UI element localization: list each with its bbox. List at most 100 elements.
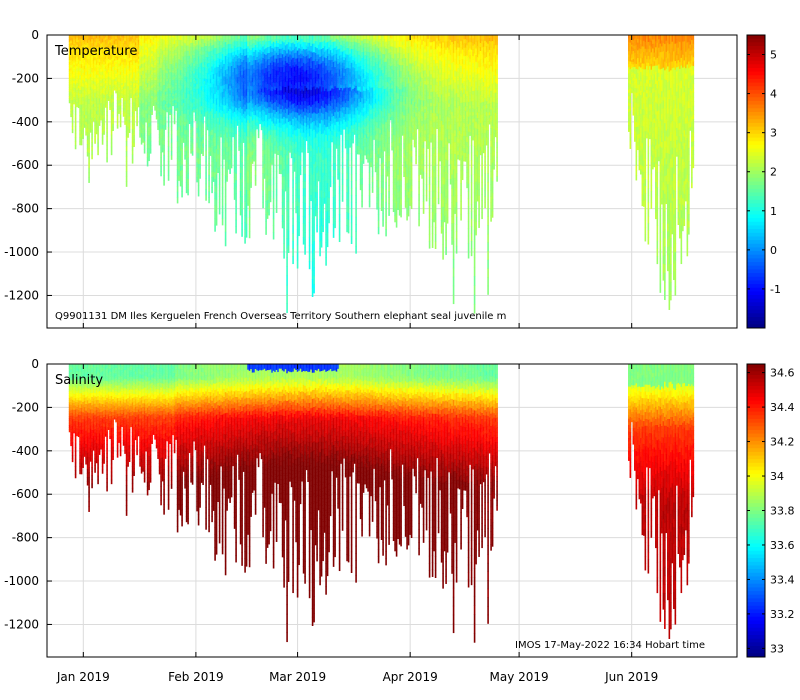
temperature-profile-cell xyxy=(201,47,203,51)
temperature-profile-cell xyxy=(226,118,228,123)
temperature-profile-cell xyxy=(135,68,137,71)
temperature-profile-cell xyxy=(145,90,147,93)
temperature-profile-cell xyxy=(202,59,204,63)
temperature-profile-cell xyxy=(237,83,239,86)
temperature-profile-cell xyxy=(184,39,186,44)
temperature-profile-cell xyxy=(207,38,209,42)
temperature-profile-cell xyxy=(174,62,176,65)
temperature-profile-cell xyxy=(162,109,164,113)
temperature-profile-cell xyxy=(87,87,89,91)
temperature-profile-cell xyxy=(235,147,237,154)
temperature-profile-cell xyxy=(91,122,93,127)
temperature-profile-cell xyxy=(213,123,215,128)
temperature-profile-cell xyxy=(174,79,176,82)
temperature-profile-cell xyxy=(118,61,120,64)
temperature-profile-cell xyxy=(201,82,203,86)
temperature-profile-cell xyxy=(192,63,194,67)
temperature-profile-cell xyxy=(97,71,99,75)
temperature-profile-cell xyxy=(196,138,198,143)
temperature-profile-cell xyxy=(112,64,114,68)
temperature-profile-cell xyxy=(81,39,83,43)
temperature-profile-cell xyxy=(141,60,143,64)
temperature-profile-cell xyxy=(199,54,201,59)
temperature-profile-cell xyxy=(220,55,222,59)
temperature-profile-cell xyxy=(186,130,188,136)
temperature-profile-cell xyxy=(153,54,155,57)
temperature-profile-cell xyxy=(165,73,167,77)
temperature-profile-cell xyxy=(142,85,144,89)
temperature-profile-cell xyxy=(168,40,170,45)
temperature-profile-cell xyxy=(141,108,143,112)
temperature-profile-cell xyxy=(214,218,216,225)
temperature-profile-cell xyxy=(202,91,204,95)
temperature-profile-cell xyxy=(207,44,209,48)
temperature-profile-cell xyxy=(181,78,183,84)
temperature-profile-cell xyxy=(198,56,200,62)
temperature-profile-cell xyxy=(144,114,146,118)
temperature-profile-cell xyxy=(184,114,186,119)
temperature-profile-cell xyxy=(153,49,155,52)
temperature-profile-cell xyxy=(205,57,207,63)
temperature-profile-cell xyxy=(187,120,189,126)
temperature-profile-cell xyxy=(100,69,102,72)
temperature-profile-cell xyxy=(117,88,119,92)
temperature-profile-cell xyxy=(174,59,176,62)
temperature-profile-cell xyxy=(106,115,108,120)
temperature-profile-cell xyxy=(204,70,206,73)
temperature-profile-cell xyxy=(213,167,215,172)
temperature-profile-cell xyxy=(196,84,198,89)
temperature-profile-cell xyxy=(93,69,95,72)
temperature-profile-cell xyxy=(69,101,71,104)
temperature-profile-cell xyxy=(232,106,234,110)
temperature-profile-cell xyxy=(157,54,159,58)
temperature-profile-cell xyxy=(148,73,150,78)
temperature-profile-cell xyxy=(141,111,143,115)
temperature-profile-cell xyxy=(91,64,93,69)
temperature-profile-cell xyxy=(196,64,198,69)
temperature-profile-cell xyxy=(99,95,101,98)
temperature-profile-cell xyxy=(156,52,158,55)
temperature-profile-cell xyxy=(105,78,107,81)
temperature-profile-cell xyxy=(237,107,239,110)
temperature-profile-cell xyxy=(187,179,189,185)
temperature-profile-cell xyxy=(231,62,233,67)
temperature-profile-cell xyxy=(222,111,224,118)
temperature-profile-cell xyxy=(126,151,128,156)
temperature-profile-cell xyxy=(199,135,201,140)
temperature-profile-cell xyxy=(198,164,200,170)
temperature-profile-cell xyxy=(211,182,213,188)
temperature-profile-cell xyxy=(103,95,105,99)
temperature-profile-cell xyxy=(126,60,128,65)
temperature-profile-cell xyxy=(165,92,167,96)
temperature-profile-cell xyxy=(79,72,81,76)
temperature-profile-cell xyxy=(138,45,140,48)
temperature-profile-cell xyxy=(99,77,101,80)
temperature-profile-cell xyxy=(238,85,240,89)
temperature-profile-cell xyxy=(151,101,153,104)
temperature-profile-cell xyxy=(73,92,75,95)
temperature-profile-cell xyxy=(238,139,240,143)
temperature-profile-cell xyxy=(220,62,222,66)
temperature-profile-cell xyxy=(117,94,119,98)
temperature-profile-cell xyxy=(168,117,170,122)
temperature-profile-cell xyxy=(180,171,182,176)
temperature-profile-cell xyxy=(106,120,108,125)
temperature-profile-cell xyxy=(165,70,167,74)
temperature-profile-cell xyxy=(190,98,192,102)
temperature-profile-cell xyxy=(198,99,200,105)
temperature-profile-cell xyxy=(112,38,114,42)
temperature-profile-cell xyxy=(190,141,192,145)
temperature-profile-cell xyxy=(168,156,170,161)
temperature-profile-cell xyxy=(175,105,177,108)
temperature-profile-cell xyxy=(238,77,240,81)
temperature-profile-cell xyxy=(70,65,72,68)
temperature-profile-cell xyxy=(232,116,234,120)
temperature-profile-cell xyxy=(178,74,180,79)
temperature-profile-cell xyxy=(145,52,147,55)
temperature-profile-cell xyxy=(76,59,78,62)
temperature-profile-cell xyxy=(184,101,186,106)
temperature-profile-cell xyxy=(186,135,188,141)
temperature-profile-cell xyxy=(220,45,222,49)
temperature-profile-cell xyxy=(205,145,207,151)
temperature-profile-cell xyxy=(126,146,128,151)
